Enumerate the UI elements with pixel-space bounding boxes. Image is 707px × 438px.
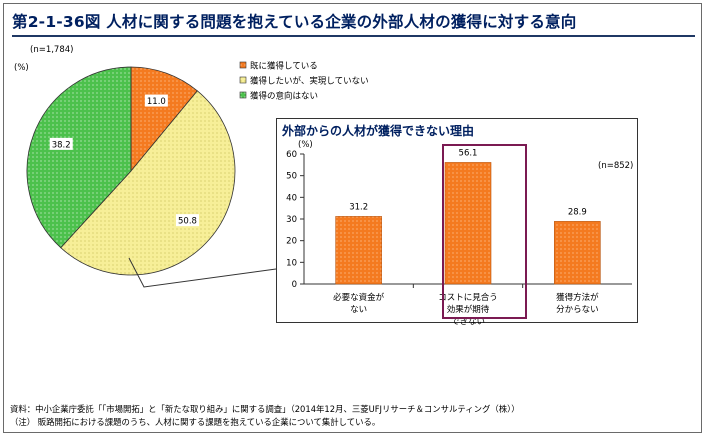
figure-title: 第2-1-36図 人材に関する問題を抱えている企業の外部人材の獲得に対する意向 <box>12 13 577 31</box>
y-tick-label: 30 <box>286 215 297 225</box>
figure-frame <box>3 3 702 433</box>
x-category-label: できない <box>451 317 485 327</box>
pie-label-acquired-bg <box>144 94 168 107</box>
x-category-label: コストに見合う <box>438 292 498 303</box>
y-tick-label: 50 <box>286 172 297 182</box>
pie-sample-size: (n=1,784) <box>30 45 73 55</box>
bar-sample-size: (n=852) <box>598 161 633 171</box>
bar-3 <box>554 221 601 285</box>
bar-value-label: 56.1 <box>459 148 478 158</box>
y-tick-label: 60 <box>286 150 297 160</box>
source-note: 資料：中小企業庁委託「「市場開拓」と「新たな取り組み」に関する調査」（2014年… <box>10 404 520 414</box>
legend-swatch-wanted <box>239 76 247 84</box>
pie-slice-wanted <box>60 90 236 276</box>
bar-y-unit: (%) <box>298 140 313 150</box>
legend-label-acquired: 既に獲得している <box>250 61 318 72</box>
x-category-label: 効果が期待 <box>447 304 490 315</box>
x-category-label: ない <box>350 305 367 315</box>
y-tick-label: 0 <box>292 280 297 290</box>
notes: 資料：中小企業庁委託「「市場開拓」と「新たな取り組み」に関する調査」（2014年… <box>10 403 520 428</box>
pie-label-no-intent-bg <box>49 137 73 150</box>
legend-label-wanted: 獲得したいが、実現していない <box>250 76 369 87</box>
pie-legend: 既に獲得している 獲得したいが、実現していない 獲得の意向はない <box>239 61 369 102</box>
legend-swatch-acquired <box>239 61 247 69</box>
footnote: （注） 販路開拓における課題のうち、人材に関する課題を抱えている企業について集計… <box>10 416 381 427</box>
pie-label-acquired: 11.0 <box>147 97 166 107</box>
pie-label-wanted-bg <box>175 214 199 227</box>
pie-slice-no-intent <box>26 66 132 249</box>
bar-value-label: 31.2 <box>349 202 368 212</box>
pie-unit-label: (%) <box>14 63 29 73</box>
bar-2 <box>444 162 492 285</box>
x-category-label: 必要な資金が <box>333 292 385 303</box>
title-rule <box>12 35 695 37</box>
pie-label-no-intent: 38.2 <box>52 140 71 150</box>
x-category-label: 分からない <box>556 305 599 315</box>
bar-chart-title: 外部からの人材が獲得できない理由 <box>282 124 475 138</box>
bar-1 <box>335 216 382 285</box>
y-tick-label: 20 <box>286 237 297 247</box>
legend-swatch-no-intent <box>239 91 247 99</box>
pie-slice-acquired <box>130 66 198 173</box>
highlight-box <box>442 144 527 319</box>
legend-label-no-intent: 獲得の意向はない <box>250 91 318 102</box>
bar-value-label: 28.9 <box>568 207 587 217</box>
x-category-label: 獲得方法が <box>556 292 599 303</box>
pie-label-wanted: 50.8 <box>178 217 197 227</box>
y-tick-label: 40 <box>286 193 297 203</box>
callout-connector <box>128 257 277 288</box>
y-tick-label: 10 <box>286 258 297 268</box>
